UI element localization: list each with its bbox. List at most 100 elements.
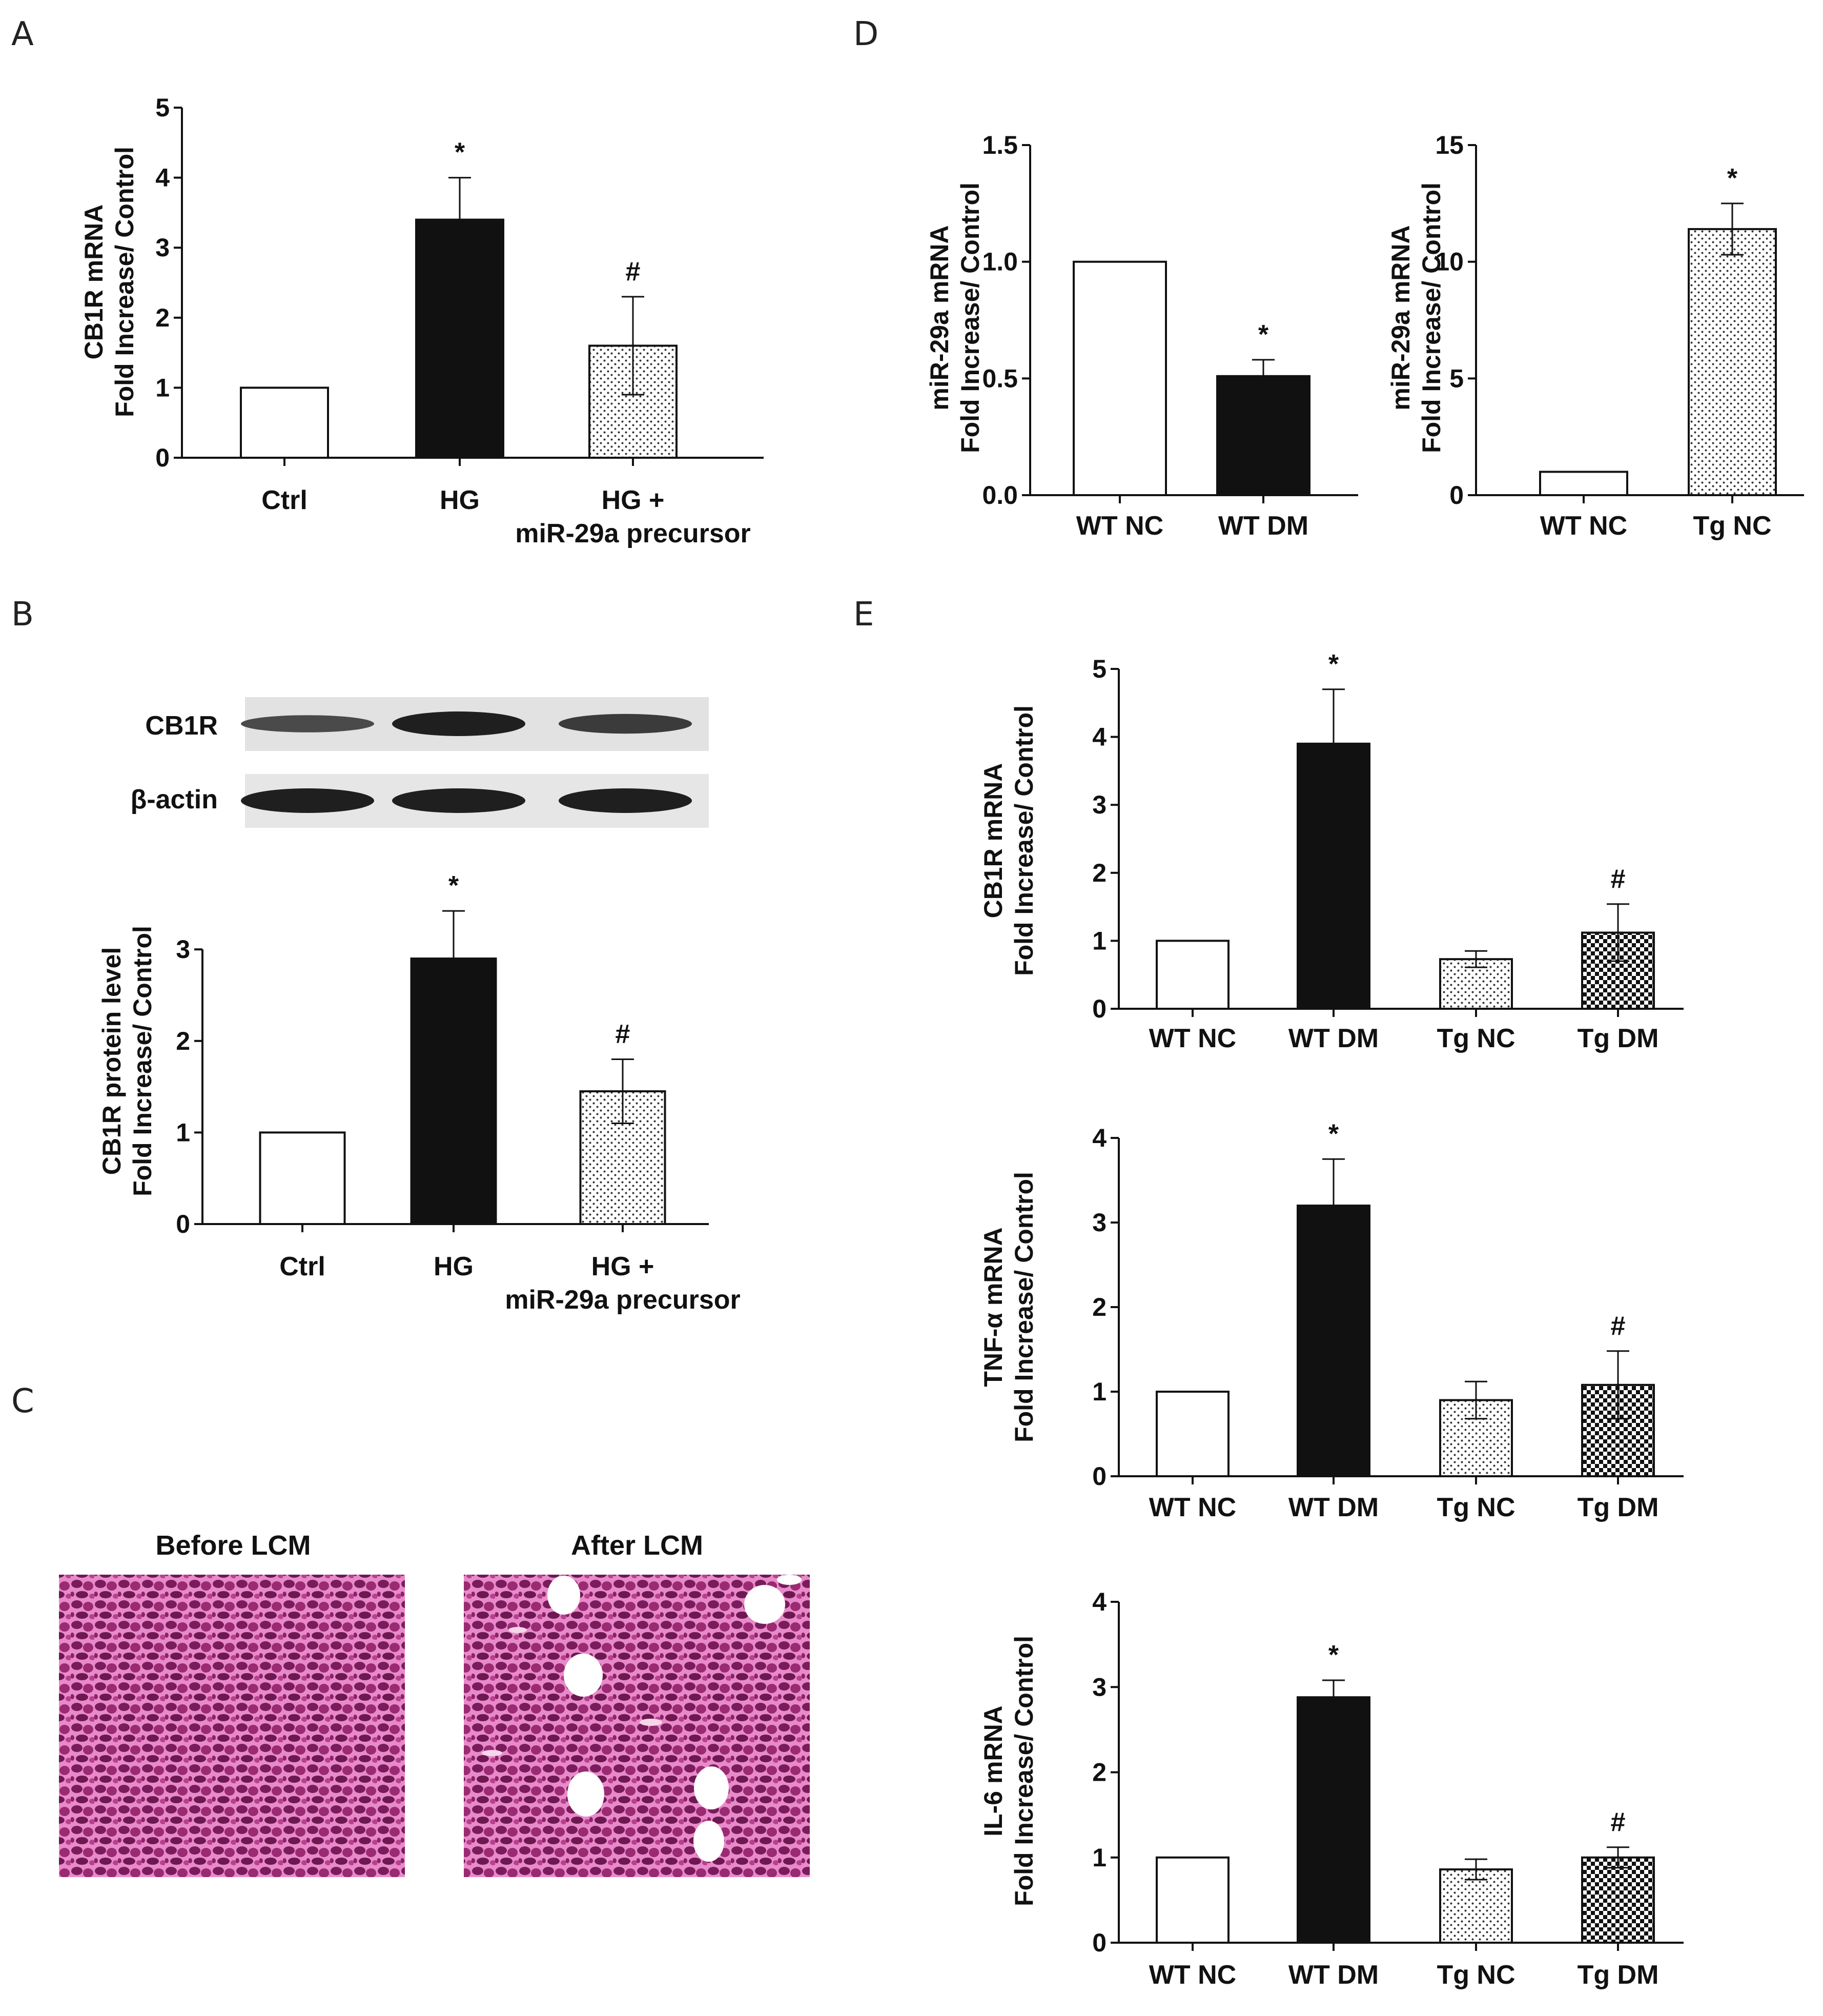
blot-bands xyxy=(241,711,692,813)
x-tick-label: WT NC xyxy=(1076,511,1163,541)
panel-label-d: D xyxy=(853,15,878,53)
y-tick-label: 10 xyxy=(1435,248,1464,276)
chart-a-cb1r-mrna: 0 1 2 3 4 5 CB1R mRNAFold Increase/ Control Ctr… xyxy=(79,93,764,548)
y-axis-label: miR-29a mRNAFold Increase/ Control xyxy=(925,182,985,453)
panel-label-b: B xyxy=(11,596,34,634)
y-tick-label: 15 xyxy=(1435,131,1464,159)
x-tick-label: Tg DM xyxy=(1578,1024,1659,1053)
significance-mark: # xyxy=(626,257,641,287)
x-tick-label: Ctrl xyxy=(261,485,308,515)
y-tick-label: 2 xyxy=(155,303,170,332)
y-tick-label: 1 xyxy=(1092,1843,1107,1872)
bar-tg-nc xyxy=(1688,228,1777,497)
y-tick-label: 2 xyxy=(1092,1758,1107,1787)
bar-wt-dm xyxy=(1216,375,1310,497)
blot-band xyxy=(392,788,525,813)
y-tick-label: 0 xyxy=(155,443,170,472)
significance-mark: * xyxy=(1328,649,1339,679)
significance-mark: # xyxy=(1611,1311,1626,1341)
y-tick-label: 0 xyxy=(1092,1928,1107,1957)
blot-band xyxy=(241,788,374,813)
y-tick-label: 1 xyxy=(155,373,170,402)
panel-label-c: C xyxy=(11,1382,34,1420)
x-tick-label: WT DM xyxy=(1288,1960,1379,1990)
bar-wt-nc xyxy=(1156,940,1230,1010)
x-tick-label: WT NC xyxy=(1540,511,1627,541)
bar-ctrl xyxy=(240,386,329,459)
histology: Before LCM After LCM xyxy=(59,1530,810,1877)
y-tick-label: 4 xyxy=(1092,723,1107,751)
y-tick-label: 3 xyxy=(155,233,170,262)
chart-b-cb1r-protein: 0 1 2 3 CB1R protein levelFold Increase/ Con… xyxy=(97,871,741,1315)
y-axis-label: TNF-α mRNAFold Increase/ Control xyxy=(979,1172,1038,1442)
y-tick-label: 1.0 xyxy=(982,248,1018,276)
bar-tg-dm xyxy=(1581,1856,1655,1944)
significance-mark: # xyxy=(1611,864,1626,894)
x-tick-label: Ctrl xyxy=(279,1252,325,1281)
y-tick-label: 4 xyxy=(155,164,170,192)
bar-wt-nc xyxy=(1156,1391,1230,1477)
histology-image-after xyxy=(464,1575,810,1877)
x-tick-label: Tg DM xyxy=(1578,1493,1659,1522)
significance-mark: # xyxy=(1611,1807,1626,1837)
x-tick-label: Tg NC xyxy=(1693,511,1771,541)
y-tick-label: 3 xyxy=(1092,1208,1107,1237)
y-tick-label: 4 xyxy=(1092,1124,1107,1152)
y-tick-label: 2 xyxy=(1092,859,1107,887)
x-tick-label: WT NC xyxy=(1149,1493,1236,1522)
histology-image-before xyxy=(59,1575,405,1877)
x-tick-label: WT NC xyxy=(1149,1024,1236,1053)
bar-wt-dm xyxy=(1297,1696,1370,1944)
panel-label-e: E xyxy=(853,596,874,634)
significance-mark: * xyxy=(1258,320,1269,350)
y-axis-label: CB1R protein levelFold Increase/ Control xyxy=(97,926,157,1196)
x-tick-label: WT NC xyxy=(1149,1960,1236,1990)
y-tick-label: 1 xyxy=(176,1118,190,1147)
x-tick-label: Tg NC xyxy=(1437,1024,1515,1053)
blot-band xyxy=(559,788,692,813)
x-tick-label: HG xyxy=(440,485,480,515)
chart-e-cb1r-mrna: 0 1 2 3 4 5 CB1R mRNAFold Increase/ Control WT … xyxy=(979,649,1684,1053)
y-tick-label: 5 xyxy=(1092,655,1107,683)
x-tick-label-line2: miR-29a precursor xyxy=(515,519,751,548)
bar-wt-nc xyxy=(1073,260,1167,496)
significance-mark: * xyxy=(1727,164,1738,193)
chart-e-il6-mrna: 0 1 2 3 4 IL-6 mRNAFold Increase/ Control WT N… xyxy=(979,1587,1684,1990)
y-tick-label: 5 xyxy=(1449,364,1464,393)
x-tick-label: Tg NC xyxy=(1437,1960,1515,1990)
y-tick-label: 0 xyxy=(1449,481,1464,510)
significance-mark: * xyxy=(1328,1640,1339,1670)
blot-label-beta-actin: β-actin xyxy=(131,785,218,814)
blot-band xyxy=(392,711,525,736)
y-tick-label: 3 xyxy=(176,935,190,964)
histology-label-after: After LCM xyxy=(571,1530,703,1561)
western-blot: CB1R β-actin xyxy=(131,697,709,828)
x-tick-label: HG + xyxy=(591,1252,654,1281)
blot-band xyxy=(241,715,374,732)
y-tick-label: 0 xyxy=(1092,994,1107,1023)
y-tick-label: 0.0 xyxy=(982,481,1018,510)
y-tick-label: 0.5 xyxy=(982,364,1018,393)
significance-mark: * xyxy=(455,138,465,168)
x-tick-label: WT DM xyxy=(1218,511,1308,541)
chart-d-mir29a-tg: 0 5 10 15 miR-29a mRNAFold Increase/ Control… xyxy=(1386,131,1804,541)
x-tick-label: WT DM xyxy=(1288,1024,1379,1053)
y-axis-label: IL-6 mRNAFold Increase/ Control xyxy=(979,1636,1038,1906)
y-tick-label: 1.5 xyxy=(982,131,1018,159)
significance-mark: # xyxy=(616,1020,630,1049)
y-axis-label: CB1R mRNAFold Increase/ Control xyxy=(979,705,1038,976)
y-tick-label: 2 xyxy=(176,1027,190,1055)
y-tick-label: 3 xyxy=(1092,1673,1107,1701)
x-tick-label: Tg DM xyxy=(1578,1960,1659,1990)
y-tick-label: 2 xyxy=(1092,1293,1107,1321)
panel-label-a: A xyxy=(11,15,34,53)
chart-e-tnfa-mrna: 0 1 2 3 4 TNF-α mRNAFold Increase/ Control WT … xyxy=(979,1119,1684,1522)
significance-mark: * xyxy=(1328,1119,1339,1149)
blot-band xyxy=(559,714,692,734)
bar-wt-nc xyxy=(1539,471,1628,497)
y-tick-label: 4 xyxy=(1092,1587,1107,1616)
y-tick-label: 1 xyxy=(1092,926,1107,955)
x-tick-label: HG + xyxy=(602,485,665,515)
blot-label-cb1r: CB1R xyxy=(145,711,218,741)
